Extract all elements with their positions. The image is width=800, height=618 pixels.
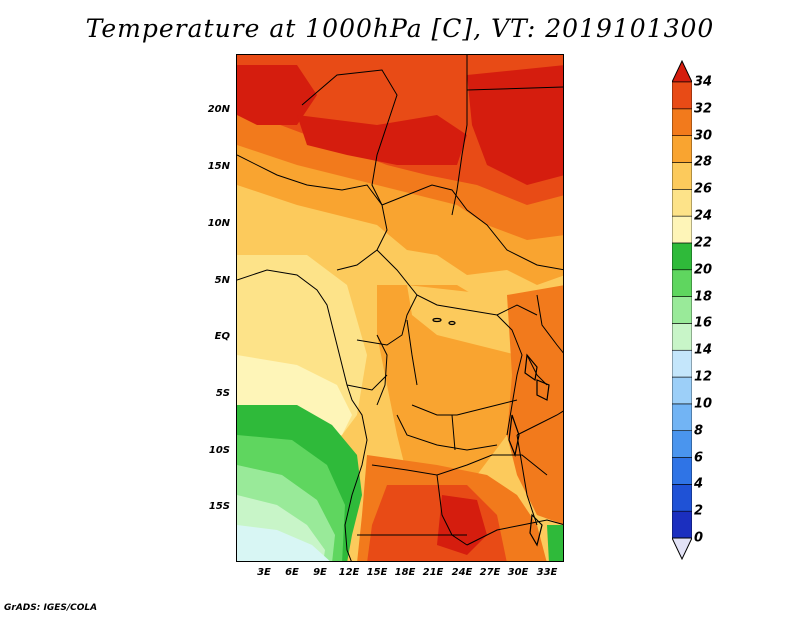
colorbar-bin — [672, 430, 692, 458]
colorbar-label: 30 — [694, 128, 713, 144]
colorbar-label: 18 — [694, 289, 713, 305]
colorbar-label: 12 — [694, 369, 713, 385]
lon-label-24e: 24E — [451, 567, 473, 578]
colorbar-label: 20 — [694, 262, 713, 278]
lat-label-15s: 15S — [208, 501, 230, 512]
colorbar-label: 16 — [694, 315, 713, 331]
colorbar-bin — [672, 162, 692, 190]
lon-label-18e: 18E — [394, 567, 416, 578]
lon-label-15e: 15E — [366, 567, 388, 578]
lat-label-15n: 15N — [207, 161, 230, 172]
field-east-warm — [507, 285, 563, 525]
colorbar-bin — [672, 242, 692, 271]
colorbar-bin — [672, 215, 692, 244]
colorbar-label: 24 — [694, 208, 713, 224]
colorbar-bin — [672, 403, 692, 432]
lat-label-5n: 5N — [214, 275, 230, 286]
field-south-hottest — [437, 495, 487, 555]
colorbar-bin — [672, 296, 692, 324]
colorbar — [672, 60, 692, 560]
colorbar-bin — [672, 457, 692, 485]
lon-label-12e: 12E — [338, 567, 360, 578]
borders — [237, 55, 563, 561]
colorbar-over-triangle — [672, 60, 692, 83]
colorbar-bin — [672, 376, 692, 405]
colorbar-bin — [672, 81, 692, 110]
lon-label-33e: 33E — [536, 567, 558, 578]
colorbar-bin — [672, 510, 692, 539]
lon-label-3e: 3E — [257, 567, 271, 578]
lat-label-5s: 5S — [215, 388, 230, 399]
lon-label-9e: 9E — [313, 567, 327, 578]
colorbar-label: 28 — [694, 154, 713, 170]
lat-label-10s: 10S — [208, 445, 230, 456]
colorbar-bin — [672, 349, 692, 378]
field-cyan — [237, 525, 330, 561]
colorbar-bin — [672, 108, 692, 136]
temperature-field — [237, 55, 563, 561]
colorbar-label: 0 — [694, 530, 704, 546]
lon-label-6e: 6E — [285, 567, 299, 578]
grads-credit: GrADS: IGES/COLA — [4, 603, 98, 613]
colorbar-bin — [672, 323, 692, 351]
lat-label-20n: 20N — [207, 104, 230, 115]
colorbar-bin — [672, 269, 692, 297]
colorbar-label: 2 — [694, 503, 704, 519]
colorbar-label: 10 — [694, 396, 713, 412]
field-north-hottest-west — [237, 65, 317, 125]
colorbar-label: 26 — [694, 181, 713, 197]
colorbar-bin — [672, 484, 692, 512]
colorbar-label: 34 — [694, 74, 713, 90]
temperature-map — [236, 54, 564, 562]
colorbar-label: 32 — [694, 101, 713, 117]
field-north-hottest-east — [467, 65, 563, 185]
colorbar-label: 14 — [694, 342, 713, 358]
lat-label-eq: EQ — [214, 331, 230, 342]
map-title: Temperature at 1000hPa [C], VT: 20191013… — [85, 14, 715, 43]
colorbar-label: 8 — [694, 423, 704, 439]
lat-label-10n: 10N — [207, 218, 230, 229]
colorbar-label: 4 — [694, 476, 704, 492]
colorbar-bin — [672, 135, 692, 163]
lon-label-30e: 30E — [507, 567, 529, 578]
colorbar-label: 6 — [694, 450, 704, 466]
field-congo-cooler — [407, 285, 527, 355]
field-southeast-green — [547, 525, 563, 561]
colorbar-label: 22 — [694, 235, 713, 251]
lakes — [432, 317, 550, 547]
colorbar-under-triangle — [672, 537, 692, 560]
lon-label-27e: 27E — [479, 567, 501, 578]
lon-label-21e: 21E — [422, 567, 444, 578]
colorbar-bin — [672, 188, 692, 217]
